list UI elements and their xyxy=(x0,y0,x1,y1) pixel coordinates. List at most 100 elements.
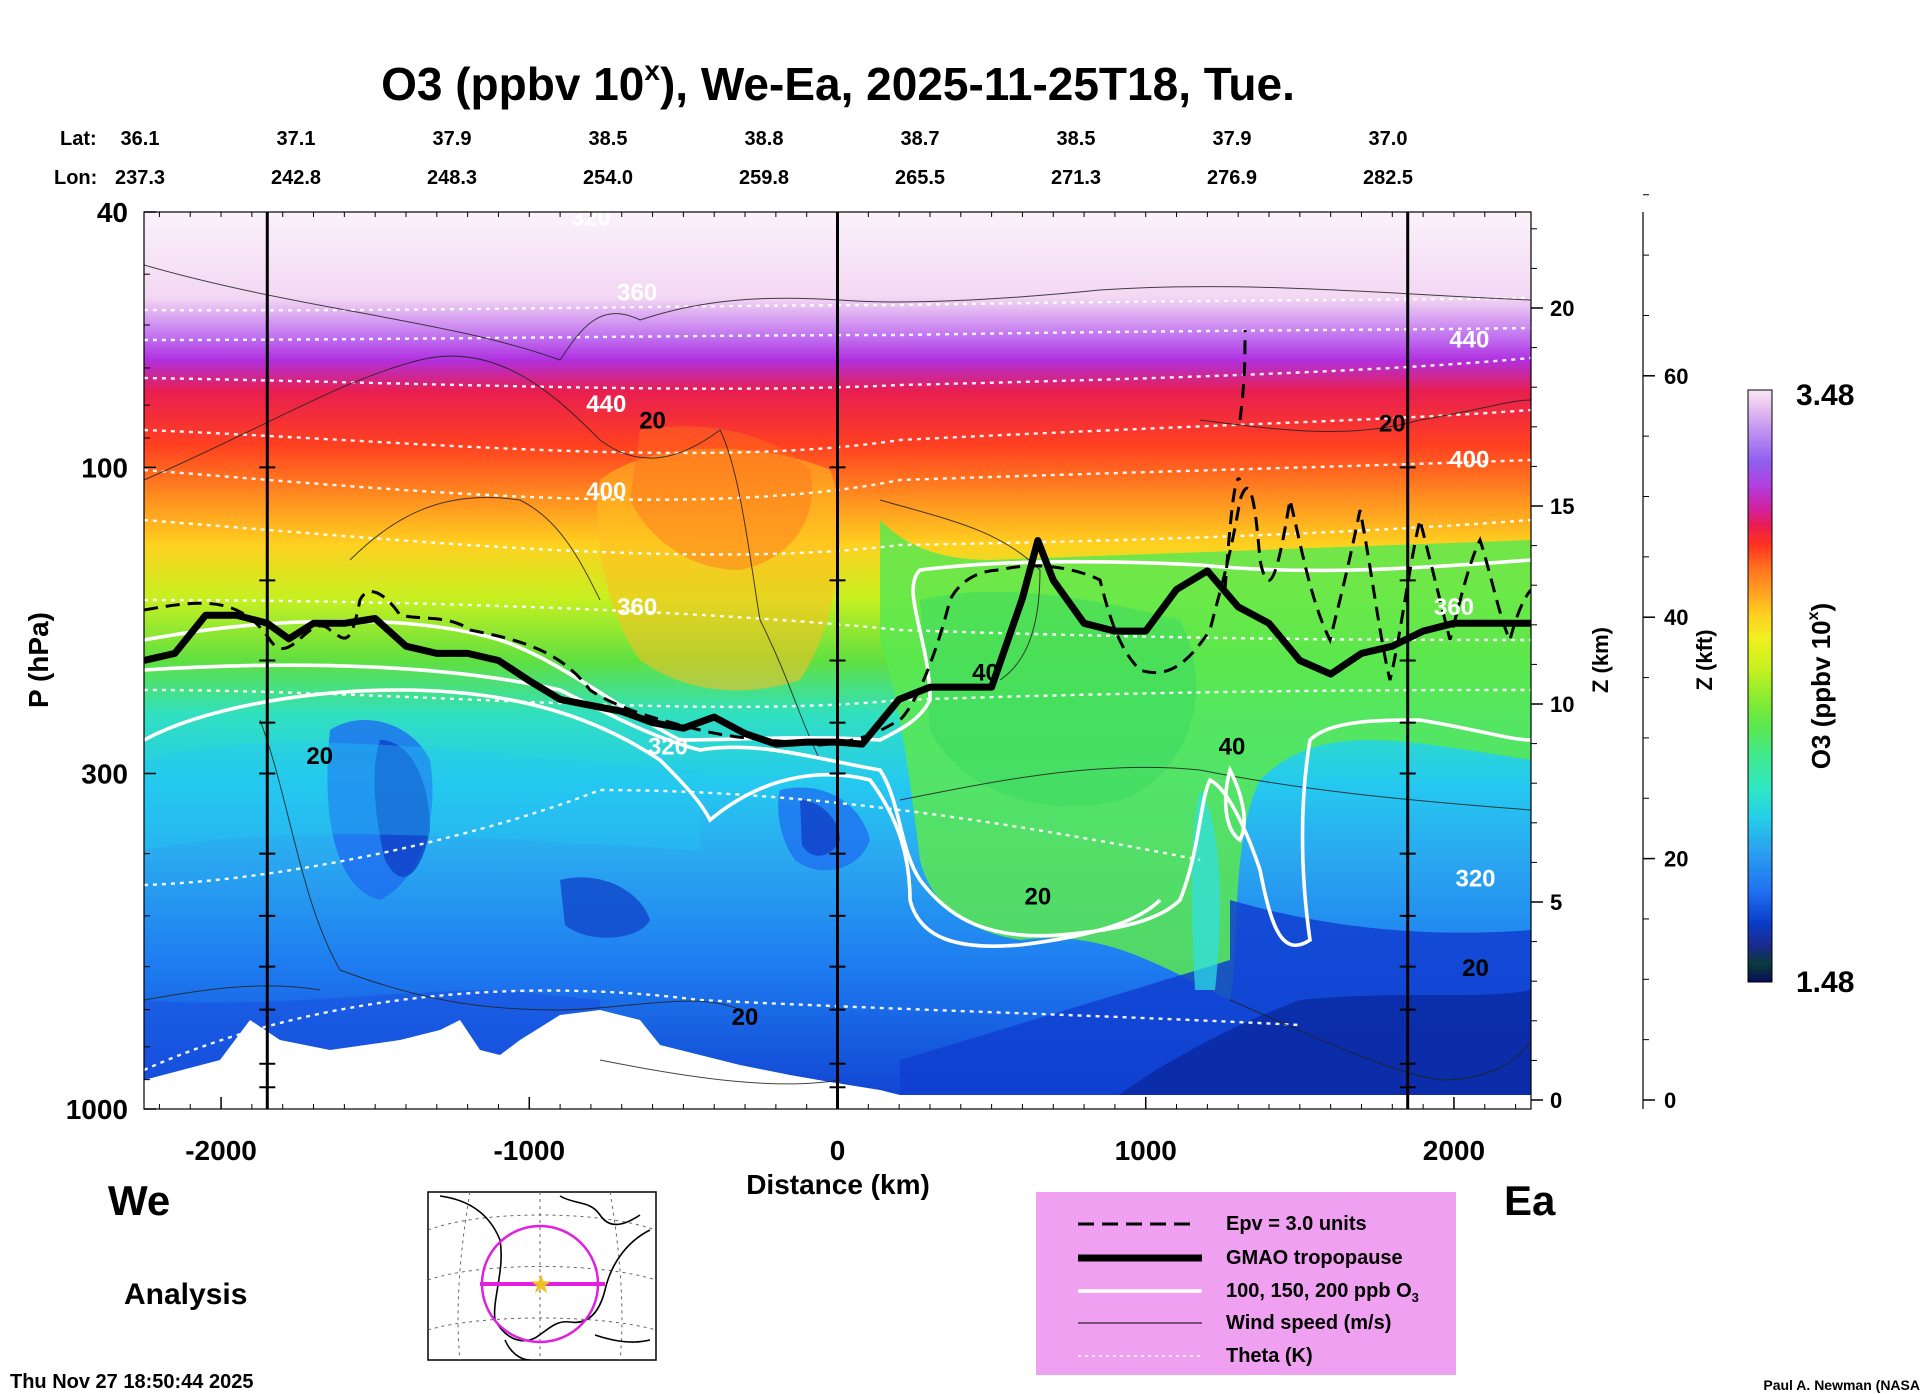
legend-item-theta: Theta (K) xyxy=(1078,1345,1313,1367)
legend-item-epv: Epv = 3.0 units xyxy=(1078,1213,1367,1235)
o3-contour-inner-1 xyxy=(1223,764,1246,843)
z-kft-tick-label: 0 xyxy=(1664,1088,1676,1113)
map-center-star-icon: ★ xyxy=(529,1269,552,1299)
legend-item-tropopause: GMAO tropopause xyxy=(1078,1247,1403,1269)
contour-label: 20 xyxy=(1024,883,1051,910)
contour-label: 320 xyxy=(648,733,688,760)
lat-value: 38.5 xyxy=(1057,128,1096,150)
contour-label: 360 xyxy=(617,280,657,307)
wind-contour-4 xyxy=(259,719,741,1011)
ozone-field-blue-cell-3 xyxy=(560,877,650,938)
ozone-field-yellow-bulge xyxy=(597,448,840,691)
z-kft-tick-label: 20 xyxy=(1664,847,1688,872)
wind-contour-7 xyxy=(1229,999,1531,1081)
contour-labels: 320 360 440 20 400 360 320 20 20 40 20 40 20 440 400 36… xyxy=(306,212,1495,1031)
z-kft-axis: 0 20 40 60 xyxy=(1642,194,1688,1113)
contour-label: 360 xyxy=(617,594,657,621)
x-tick-label: 0 xyxy=(830,1135,846,1166)
contour-label: 20 xyxy=(732,1004,759,1031)
o3-ppb-contours xyxy=(144,558,1531,948)
lat-value: 38.8 xyxy=(745,128,784,150)
wind-contour-8 xyxy=(1199,399,1531,433)
ozone-field-cyan-column xyxy=(1191,790,1220,990)
lon-value: 265.5 xyxy=(895,167,945,189)
map-graticule xyxy=(428,1192,656,1360)
z-km-tick-label: 5 xyxy=(1550,890,1562,915)
wind-speed-contours xyxy=(144,264,1531,1085)
z-kft-tick-label: 40 xyxy=(1664,605,1688,630)
contour-label: 40 xyxy=(972,660,999,687)
lat-value: 36.1 xyxy=(121,128,160,150)
lon-value: 254.0 xyxy=(583,167,633,189)
colorbar: 3.48 1.48 O3 (ppbv 10x) xyxy=(1747,379,1854,999)
x-axis: -2000 -1000 0 1000 2000 xyxy=(158,212,1517,1166)
lat-value: 37.9 xyxy=(433,128,472,150)
lon-value: 259.8 xyxy=(739,167,789,189)
lat-lon-header: Lat: Lon: 36.1 37.1 37.9 38.5 38.8 38.7 38.5 37… xyxy=(54,128,1413,189)
lat-value: 38.5 xyxy=(589,128,628,150)
legend-item-o3: 100, 150, 200 ppb O3 xyxy=(1078,1280,1419,1305)
lon-value: 237.3 xyxy=(115,167,165,189)
wind-contour-9 xyxy=(144,985,321,1001)
epv-contours xyxy=(144,329,1531,747)
z-km-tick-label: 0 xyxy=(1550,1088,1562,1113)
legend-label-theta: Theta (K) xyxy=(1226,1345,1313,1367)
lat-value: 38.7 xyxy=(901,128,940,150)
west-label: We xyxy=(108,1177,170,1224)
chart-title: O3 (ppbv 10x), We-Ea, 2025-11-25T18, Tue… xyxy=(381,55,1295,110)
contour-label: 360 xyxy=(1434,594,1474,621)
lon-value: 276.9 xyxy=(1207,167,1257,189)
theta-line-310 xyxy=(144,989,1301,1072)
east-label: Ea xyxy=(1504,1177,1556,1224)
gmao-tropopause-line xyxy=(144,537,1531,748)
vertical-reference-lines xyxy=(259,212,1416,1109)
contour-label: 20 xyxy=(1462,955,1489,982)
o3-contour-100 xyxy=(144,688,1162,948)
theta-line-360 xyxy=(144,598,1531,642)
o3-contour-200 xyxy=(144,558,1531,742)
ozone-field-cyan-band-west xyxy=(144,742,700,850)
ozone-field-lightgreen-patch xyxy=(920,591,1197,807)
z-kft-axis-label: Z (kft) xyxy=(1692,629,1717,690)
x-axis-label: Distance (km) xyxy=(746,1169,930,1200)
wind-contour-3 xyxy=(349,497,601,601)
z-kft-tick-label: 60 xyxy=(1664,364,1688,389)
theta-line-340 xyxy=(144,688,1531,709)
z-km-tick-label: 20 xyxy=(1550,296,1574,321)
y-axis-label: P (hPa) xyxy=(23,612,54,708)
contour-label: 400 xyxy=(586,478,626,505)
contour-label: 440 xyxy=(1449,326,1489,353)
analysis-label: Analysis xyxy=(124,1278,247,1311)
contour-label: 20 xyxy=(306,743,333,770)
lon-label: Lon: xyxy=(54,167,97,189)
lat-value: 37.0 xyxy=(1369,128,1408,150)
lat-value: 37.1 xyxy=(277,128,316,150)
plot-area: 320 360 440 20 400 360 320 20 20 40 20 40 20 440 400 36… xyxy=(144,212,1531,1109)
contour-label: 40 xyxy=(1219,733,1246,760)
legend-label-wind: Wind speed (m/s) xyxy=(1226,1312,1391,1334)
contour-label: 20 xyxy=(639,408,666,435)
epv-line-tall-spike xyxy=(1238,329,1247,421)
ozone-field-east-boundary-dark xyxy=(1100,990,1531,1109)
z-km-tick-label: 15 xyxy=(1550,494,1574,519)
p-tick-label: 300 xyxy=(81,758,128,789)
lon-value: 242.8 xyxy=(271,167,321,189)
x-tick-label: -2000 xyxy=(185,1135,257,1166)
wind-contour-6 xyxy=(899,766,1531,811)
contour-label: 20 xyxy=(1379,411,1406,438)
legend-item-wind: Wind speed (m/s) xyxy=(1078,1312,1391,1334)
lon-value: 248.3 xyxy=(427,167,477,189)
theta-line-480 xyxy=(144,296,1531,312)
legend-label-epv: Epv = 3.0 units xyxy=(1226,1213,1367,1235)
p-tick-label: 100 xyxy=(81,452,128,483)
z-km-tick-label: 10 xyxy=(1550,692,1574,717)
z-km-axis: 0 5 10 15 20 xyxy=(1530,212,1574,1113)
o3-contour-150 xyxy=(144,663,1531,948)
theta-line-320 xyxy=(144,788,1201,887)
z-km-axis-label: Z (km) xyxy=(1588,627,1613,693)
legend-label-o3: 100, 150, 200 ppb O3 xyxy=(1226,1280,1419,1305)
pressure-axis: 40 100 300 1000 xyxy=(66,197,156,1125)
colorbar-min-label: 1.48 xyxy=(1796,966,1854,999)
timestamp: Thu Nov 27 18:50:44 2025 xyxy=(10,1371,253,1393)
